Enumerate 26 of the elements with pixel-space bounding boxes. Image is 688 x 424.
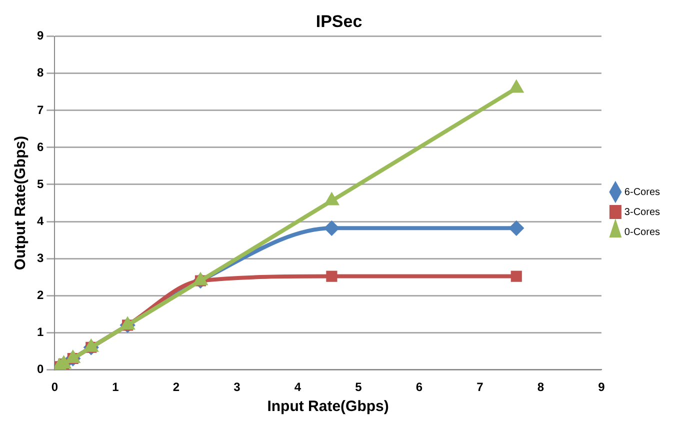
y-tick-label: 6 (36, 140, 44, 154)
x-tick-label: 3 (234, 380, 241, 394)
x-tick-label: 6 (416, 380, 423, 394)
y-tick-label: 5 (36, 176, 44, 191)
x-tick-label: 5 (355, 380, 362, 394)
y-tick-label: 3 (36, 250, 44, 265)
x-tick-label: 0 (51, 380, 58, 394)
x-tick-label: 2 (172, 380, 180, 394)
x-tick-label: 4 (294, 380, 302, 394)
y-axis-title: Output Rate(Gbps) (12, 136, 30, 270)
legend-label: 6-Cores (624, 186, 660, 198)
y-tick-label: 2 (36, 288, 44, 302)
x-tick-label: 1 (112, 380, 120, 394)
y-tick-label: 8 (36, 66, 44, 80)
legend-label: 0-Cores (624, 226, 660, 238)
chart-title: IPSec (316, 12, 362, 31)
y-tick-label: 9 (36, 28, 44, 43)
y-tick-label: 4 (36, 214, 44, 228)
x-axis-title: Input Rate(Gbps) (267, 398, 389, 416)
x-tick-label: 7 (476, 380, 484, 394)
y-tick-label: 7 (36, 102, 44, 117)
legend-label: 3-Cores (624, 206, 660, 218)
x-tick-label: 9 (598, 380, 606, 394)
y-tick-label: 0 (36, 362, 44, 376)
x-tick-label: 8 (537, 380, 544, 394)
y-tick-label: 1 (36, 324, 44, 339)
